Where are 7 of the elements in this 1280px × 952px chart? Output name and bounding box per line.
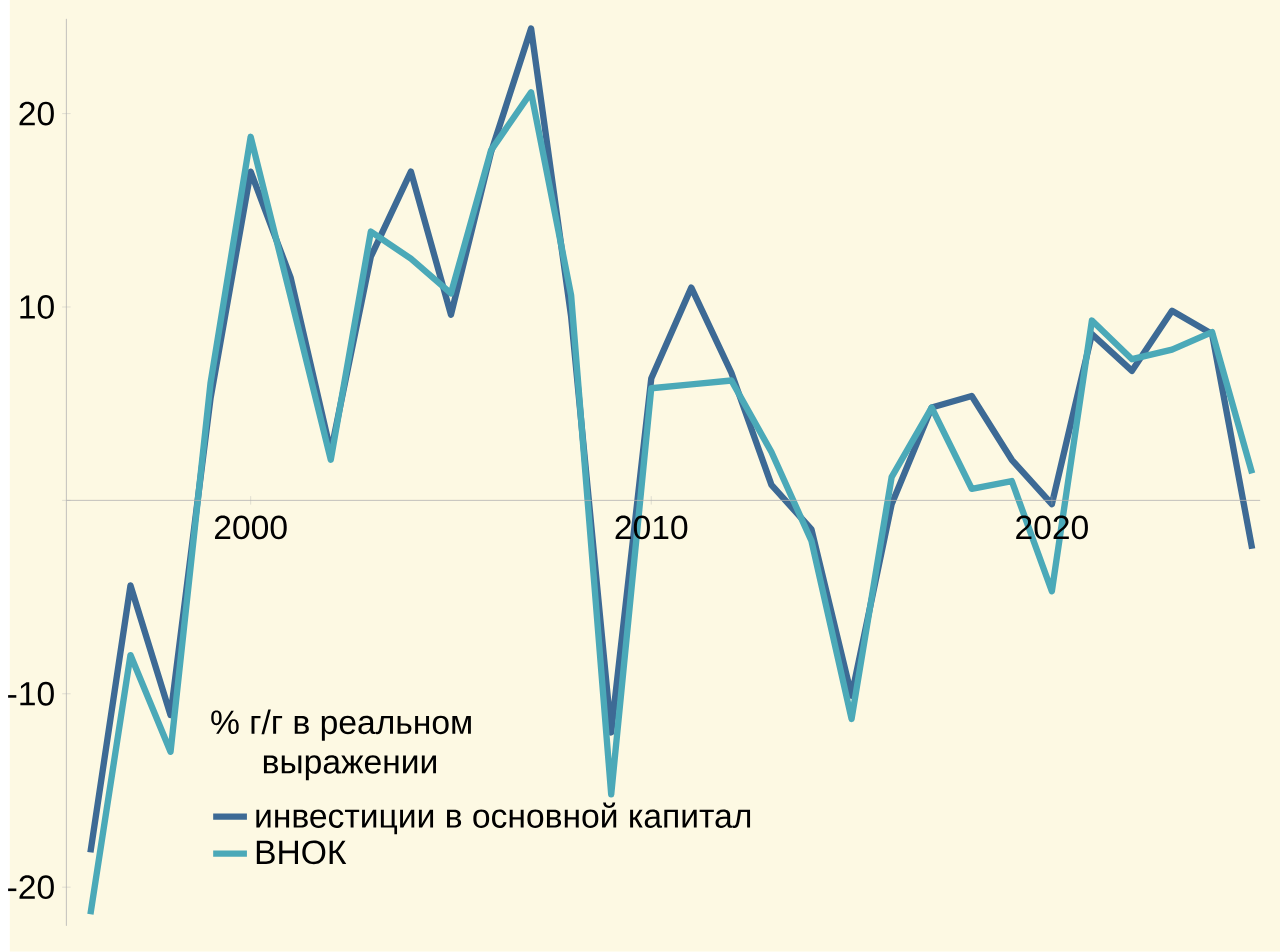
y-tick-label: 10	[20, 295, 54, 320]
legend-label: ВНОК	[256, 840, 347, 865]
y-tick-label: 20	[19, 101, 54, 126]
x-tick-label: 2000	[214, 515, 287, 540]
legend-label: инвестиции в основной капитал	[256, 802, 751, 835]
y-tick-label: -20	[8, 875, 54, 900]
y-tick-label: -10	[8, 682, 54, 706]
